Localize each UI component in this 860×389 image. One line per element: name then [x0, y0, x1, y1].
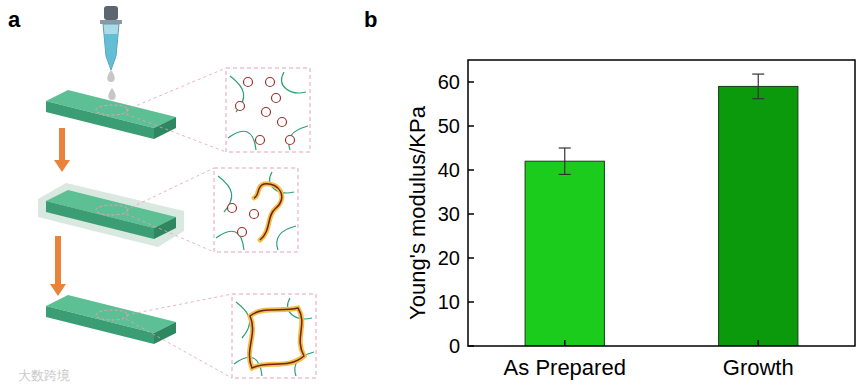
- grown-chain-halo: [254, 184, 282, 240]
- zoom-spot: [96, 105, 128, 115]
- error-cap: [752, 73, 764, 74]
- y-tick-label: 10: [438, 291, 460, 313]
- error-cap: [559, 174, 571, 175]
- inset: [214, 168, 298, 252]
- error-bar: [559, 148, 571, 174]
- x-tick: [564, 340, 566, 346]
- y-tick-label: 0: [449, 335, 460, 357]
- hydrogel-slab: [46, 90, 176, 139]
- bar: [719, 86, 798, 346]
- network-chain: [282, 72, 306, 93]
- slab-front: [46, 306, 154, 344]
- x-tick-label: As Prepared: [504, 355, 626, 380]
- grown-chain-halo: [249, 308, 304, 368]
- grown-chain: [254, 184, 282, 240]
- x-tick-label: Growth: [723, 355, 794, 380]
- inset-frame: [226, 68, 310, 152]
- error-stem: [758, 74, 759, 99]
- monomer: [266, 78, 275, 87]
- inset: [232, 294, 316, 378]
- network-chain: [230, 76, 244, 112]
- panel-label: a: [8, 7, 21, 32]
- error-cap: [559, 147, 571, 148]
- monomer: [286, 136, 295, 145]
- error-stem: [564, 148, 565, 174]
- x-tick: [758, 340, 760, 346]
- grown-chain: [249, 308, 304, 368]
- slab-side: [154, 117, 176, 139]
- y-tick-label: 30: [438, 203, 460, 225]
- monomer: [256, 136, 265, 145]
- network-chain: [277, 226, 296, 250]
- drop: [107, 70, 115, 82]
- y-tick: [468, 257, 474, 259]
- inset-frame: [232, 294, 316, 378]
- network-chain: [236, 302, 250, 338]
- dropper-bulb: [104, 6, 118, 20]
- zoom-spot: [96, 205, 128, 215]
- monomer: [250, 210, 259, 219]
- y-tick-label: 60: [438, 71, 460, 93]
- figure: a 大数跨境 b 0 10 20 30 40 50 60 As Prepared Growth Youn…: [0, 0, 860, 389]
- inset-frame: [214, 168, 298, 252]
- slab-front: [46, 201, 154, 239]
- arrow-shaft: [59, 128, 65, 162]
- dropper-liquid: [104, 34, 118, 70]
- y-tick: [468, 301, 474, 303]
- y-tick: [468, 213, 474, 215]
- y-tick: [468, 125, 474, 127]
- monomer: [278, 118, 287, 127]
- monomer: [272, 94, 281, 103]
- y-tick-label: 50: [438, 115, 460, 137]
- zoom-connector: [126, 294, 232, 378]
- y-axis-title: Young's modulus/KPa: [405, 105, 430, 320]
- monomer: [262, 108, 271, 117]
- monomer: [238, 228, 247, 237]
- error-bar: [752, 74, 764, 99]
- monomer: [228, 204, 237, 213]
- drop: [108, 88, 116, 100]
- panel-label: b: [364, 7, 377, 32]
- bar: [525, 161, 604, 346]
- plot-area: [525, 74, 798, 346]
- hydrogel-slab: [46, 295, 176, 344]
- schematic: a 大数跨境: [8, 6, 316, 383]
- inset: [226, 68, 310, 152]
- plot-frame: [468, 60, 855, 346]
- arrow-head: [54, 160, 70, 172]
- y-tick-label: 20: [438, 247, 460, 269]
- y-tick: [468, 169, 474, 171]
- y-tick: [468, 81, 474, 83]
- watermark: 大数跨境: [18, 368, 70, 383]
- dropper-collar: [100, 20, 122, 24]
- monomer: [244, 78, 253, 87]
- dropper-tube: [103, 24, 119, 70]
- zoom-spot: [96, 310, 128, 320]
- zoom-connector: [126, 168, 214, 252]
- y-tick-label: 40: [438, 159, 460, 181]
- network-chain: [228, 131, 256, 150]
- error-cap: [752, 98, 764, 99]
- monomer: [236, 102, 245, 111]
- bar-chart: b 0 10 20 30 40 50 60 As Prepared Growth Young's m…: [364, 7, 855, 380]
- y-tick: [468, 345, 474, 347]
- arrow-head: [50, 284, 66, 296]
- slab-side: [154, 217, 176, 239]
- zoom-connector: [126, 68, 226, 152]
- arrow-shaft: [55, 236, 61, 286]
